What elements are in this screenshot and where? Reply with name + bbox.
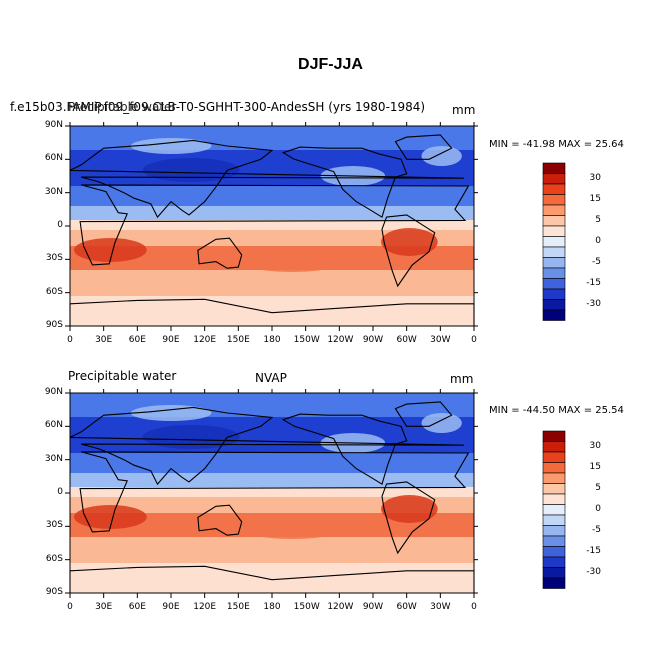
lat-tick-label: 60N: [44, 153, 63, 164]
lat-tick-label: 30S: [45, 253, 63, 264]
colorbar-1: [542, 162, 566, 321]
lon-tick-label: 120E: [193, 602, 217, 612]
lat-tick-label: 0: [57, 220, 63, 230]
lon-tick-label: 90W: [362, 335, 384, 345]
lat-tick-label: 30S: [45, 520, 63, 531]
colorbar-label: -15: [586, 545, 601, 556]
colorbar-label: -5: [592, 524, 601, 535]
panel2-units-label: mm: [450, 372, 474, 386]
lon-tick-label: 150W: [293, 602, 320, 612]
lon-tick-label: 0: [67, 335, 73, 345]
lon-tick-label: 120W: [327, 335, 354, 345]
lat-tick-label: 60S: [45, 286, 63, 297]
colorbar-label: 30: [589, 172, 601, 183]
lat-tick-label: 90N: [44, 120, 63, 130]
map-field-1: [65, 122, 478, 331]
lon-tick-label: 150W: [293, 335, 320, 345]
lon-tick-label: 120E: [193, 335, 217, 345]
colorbar-label: 0: [595, 503, 601, 514]
lon-tick-label: 30W: [430, 602, 451, 612]
panel1-units-label: mm: [452, 103, 476, 117]
lat-tick-label: 60S: [45, 553, 63, 564]
colorbar-label: 15: [589, 461, 601, 472]
lon-tick-label: 30W: [430, 335, 451, 345]
lon-tick-label: 180: [263, 335, 281, 345]
lon-tick-label: 90W: [362, 602, 384, 612]
colorbar-label: 5: [595, 214, 601, 225]
lat-tick-label: 90N: [44, 387, 63, 397]
colorbar-label: 15: [589, 193, 601, 204]
panel1-case-label: f.e15b03.FAMIP.f09_f09.CLB-T0-SGHHT-300-…: [10, 100, 426, 114]
colorbar-label: 30: [589, 440, 601, 451]
lat-tick-label: 30N: [44, 453, 63, 464]
lat-tick-label: 60N: [44, 420, 63, 431]
lon-tick-label: 90E: [162, 335, 180, 345]
colorbar-label: -5: [592, 256, 601, 267]
lon-tick-label: 90E: [162, 602, 180, 612]
colorbar-label: 0: [595, 235, 601, 246]
colorbar-label: 5: [595, 482, 601, 493]
colorbar-label: -15: [586, 277, 601, 288]
lon-tick-label: 30E: [95, 335, 113, 345]
panel2-variable-label: Precipitable water: [68, 369, 177, 383]
lon-tick-label: 30E: [95, 602, 113, 612]
lon-tick-label: 0: [471, 335, 477, 345]
panel2-source-label: NVAP: [255, 371, 287, 385]
lon-tick-label: 150E: [226, 335, 250, 345]
colorbar-label: -30: [586, 298, 601, 309]
panel1-variable-label: Precipitable water: [68, 100, 177, 114]
colorbar-label: -30: [586, 566, 601, 577]
lon-tick-label: 150E: [226, 602, 250, 612]
lat-tick-label: 30N: [44, 186, 63, 197]
lon-tick-label: 60E: [128, 335, 146, 345]
lat-tick-label: 90S: [45, 320, 63, 330]
lon-tick-label: 0: [471, 602, 477, 612]
lon-tick-label: 60W: [396, 602, 417, 612]
panel2-minmax: MIN = -44.50 MAX = 25.54: [489, 405, 624, 416]
lon-tick-label: 0: [67, 602, 73, 612]
colorbar-2: [542, 430, 566, 589]
lon-tick-label: 180: [263, 602, 281, 612]
lat-tick-label: 90S: [45, 587, 63, 597]
lat-tick-label: 0: [57, 487, 63, 497]
panel1-minmax: MIN = -41.98 MAX = 25.64: [489, 139, 624, 150]
lon-tick-label: 60E: [128, 602, 146, 612]
figure-title: DJF-JJA: [298, 56, 363, 73]
lon-tick-label: 120W: [327, 602, 354, 612]
map-field-2: [65, 389, 478, 598]
lon-tick-label: 60W: [396, 335, 417, 345]
